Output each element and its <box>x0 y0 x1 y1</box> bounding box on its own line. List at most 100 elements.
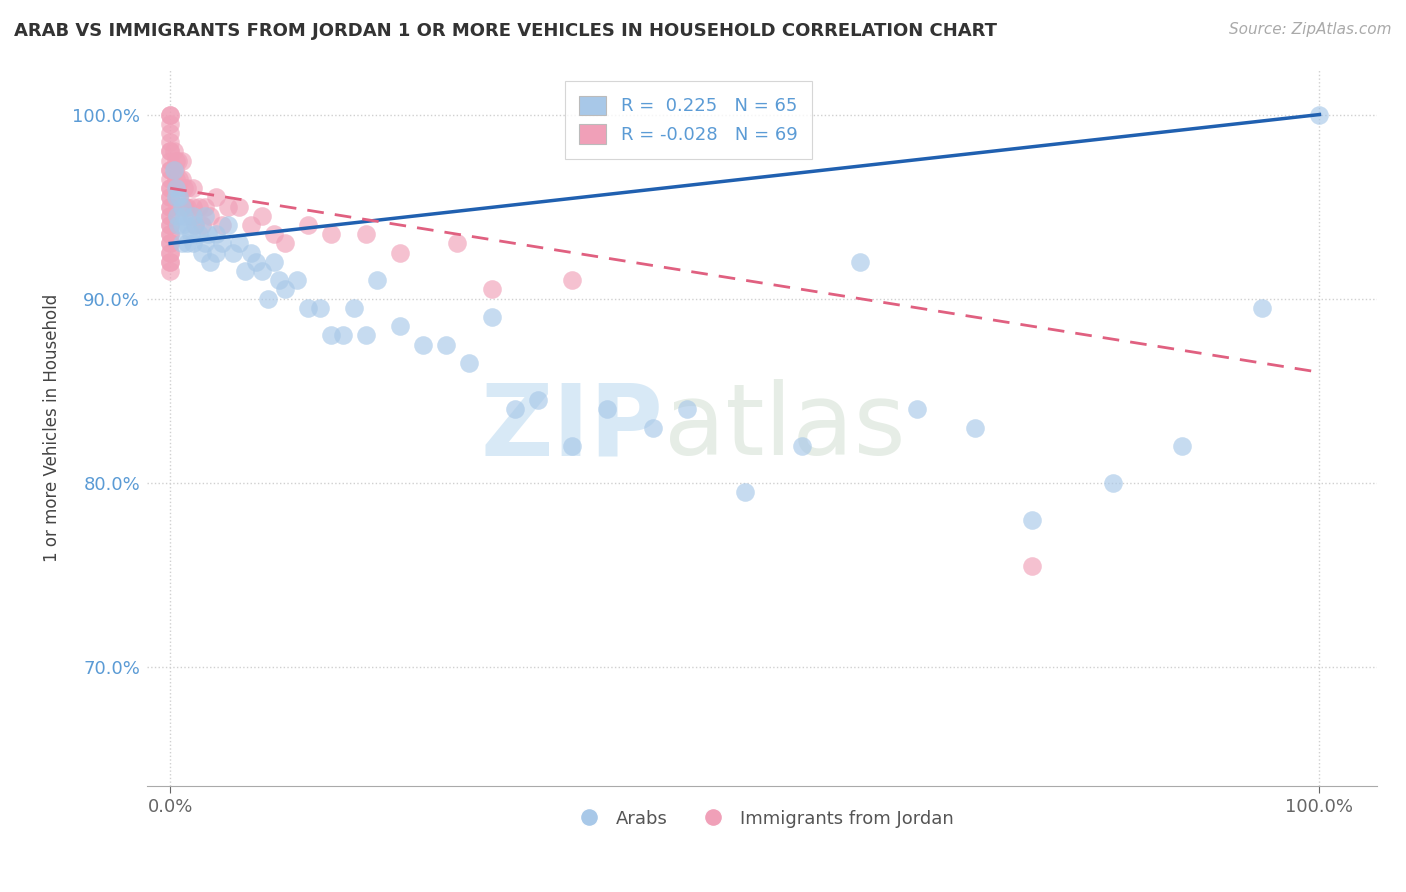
Point <box>389 245 412 260</box>
Point <box>211 236 233 251</box>
Point <box>503 402 526 417</box>
Point <box>222 245 245 260</box>
Point <box>308 301 330 315</box>
Point <box>159 209 181 223</box>
Point <box>159 245 181 260</box>
Point <box>159 245 181 260</box>
Point <box>274 236 297 251</box>
Point <box>792 439 814 453</box>
Point <box>205 245 228 260</box>
Point <box>250 209 273 223</box>
Point <box>169 190 191 204</box>
Point <box>159 162 181 177</box>
Text: ARAB VS IMMIGRANTS FROM JORDAN 1 OR MORE VEHICLES IN HOUSEHOLD CORRELATION CHART: ARAB VS IMMIGRANTS FROM JORDAN 1 OR MORE… <box>14 22 997 40</box>
Point <box>297 218 319 232</box>
Point <box>180 227 202 242</box>
Point <box>176 181 198 195</box>
Point <box>269 273 291 287</box>
Point <box>173 209 195 223</box>
Legend: Arabs, Immigrants from Jordan: Arabs, Immigrants from Jordan <box>564 803 960 835</box>
Point <box>191 218 214 232</box>
Point <box>197 227 219 242</box>
Point <box>676 402 699 417</box>
Point <box>184 218 207 232</box>
Point <box>165 172 187 186</box>
Point <box>1308 107 1330 121</box>
Point <box>166 181 188 195</box>
Point <box>159 145 181 159</box>
Text: Source: ZipAtlas.com: Source: ZipAtlas.com <box>1229 22 1392 37</box>
Point <box>233 264 256 278</box>
Point <box>187 200 209 214</box>
Point <box>180 209 202 223</box>
Point <box>366 273 388 287</box>
Point <box>257 292 280 306</box>
Point <box>170 236 193 251</box>
Point <box>194 200 217 214</box>
Point <box>228 236 250 251</box>
Point <box>200 255 222 269</box>
Point <box>354 227 377 242</box>
Point <box>159 181 181 195</box>
Point <box>159 135 181 149</box>
Point <box>181 200 204 214</box>
Point <box>205 227 228 242</box>
Point <box>170 218 193 232</box>
Point <box>159 145 181 159</box>
Point <box>434 337 457 351</box>
Point <box>1251 301 1274 315</box>
Point <box>1170 439 1192 453</box>
Point <box>159 107 181 121</box>
Point <box>194 236 217 251</box>
Point <box>159 162 181 177</box>
Point <box>596 402 619 417</box>
Point <box>159 190 181 204</box>
Point <box>191 245 214 260</box>
Point <box>446 236 468 251</box>
Point <box>228 200 250 214</box>
Point <box>176 218 198 232</box>
Point <box>187 227 209 242</box>
Point <box>412 337 434 351</box>
Point <box>159 255 181 269</box>
Point <box>159 190 181 204</box>
Point <box>159 209 181 223</box>
Point <box>481 282 503 296</box>
Point <box>285 273 308 287</box>
Point <box>641 420 664 434</box>
Point <box>159 172 181 186</box>
Point <box>170 153 193 168</box>
Point <box>184 218 207 232</box>
Point <box>165 153 187 168</box>
Point <box>354 328 377 343</box>
Point <box>159 264 181 278</box>
Point <box>211 218 233 232</box>
Point <box>239 218 262 232</box>
Point <box>481 310 503 324</box>
Point <box>159 181 181 195</box>
Point <box>561 273 583 287</box>
Point <box>217 218 239 232</box>
Point <box>159 200 181 214</box>
Point <box>159 117 181 131</box>
Point <box>319 227 342 242</box>
Point <box>170 172 193 186</box>
Point <box>458 356 481 370</box>
Point <box>159 218 181 232</box>
Point <box>159 236 181 251</box>
Point <box>181 236 204 251</box>
Point <box>297 301 319 315</box>
Point <box>250 264 273 278</box>
Point <box>905 402 928 417</box>
Point <box>169 172 191 186</box>
Point <box>848 255 870 269</box>
Point <box>239 245 262 260</box>
Point <box>159 200 181 214</box>
Point <box>166 209 188 223</box>
Point <box>159 126 181 140</box>
Point <box>170 200 193 214</box>
Point <box>169 190 191 204</box>
Point <box>263 255 285 269</box>
Point <box>173 181 195 195</box>
Point <box>162 162 184 177</box>
